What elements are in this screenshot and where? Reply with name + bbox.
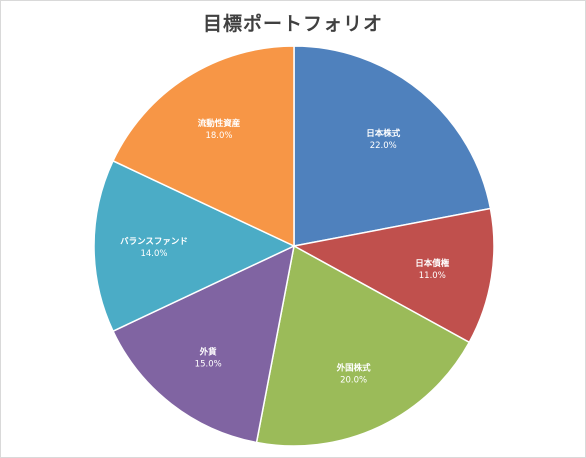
slice-label-value-1: 22.0%: [370, 141, 397, 151]
pie-slice-4: [112, 244, 296, 444]
chart-title: 目標ポートフォリオ: [202, 13, 383, 35]
slice-label-value-4: 15.0%: [195, 360, 222, 370]
slice-label-value-5: 14.0%: [140, 249, 167, 259]
slice-label-name-3: 外国株式: [336, 363, 372, 374]
slice-label-name-5: バランスファンド: [120, 236, 188, 247]
slice-label-value-3: 20.0%: [340, 376, 367, 386]
slice-label-name-1: 日本株式: [366, 128, 401, 139]
slice-label-name-2: 日本債権: [415, 258, 450, 269]
slice-label-name-6: 流動性資産: [198, 118, 241, 129]
slice-label-name-4: 外貨: [199, 347, 218, 358]
pie-slice-3: [255, 244, 471, 447]
pie-slice-5: [93, 159, 296, 333]
pie-slice-2: [291, 207, 495, 344]
pie-slice-1: [293, 45, 492, 247]
slice-label-value-2: 11.0%: [419, 271, 446, 281]
slice-label-value-6: 18.0%: [205, 131, 232, 141]
pie-slice-6: [112, 45, 295, 248]
